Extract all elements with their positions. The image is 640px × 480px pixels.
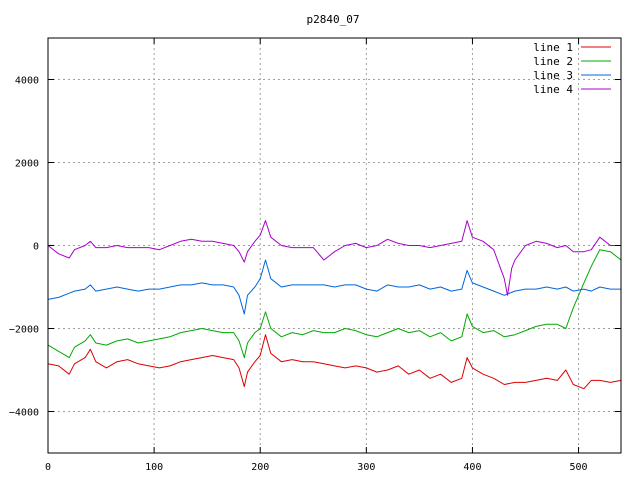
- y-tick-label: −2000: [9, 325, 39, 336]
- y-tick-label: 0: [33, 242, 39, 253]
- legend-label-line-3: line 3: [533, 69, 573, 82]
- y-tick-label: −4000: [9, 408, 39, 419]
- grid: [48, 38, 621, 453]
- series-line-2: [47, 249, 622, 359]
- series-line-3: [47, 259, 621, 315]
- x-tick-label: 100: [145, 462, 163, 473]
- x-tick-label: 400: [463, 462, 481, 473]
- chart-title: p2840_07: [307, 13, 360, 26]
- y-tick-label: 2000: [15, 159, 39, 170]
- legend-label-line-1: line 1: [533, 41, 573, 54]
- legend-label-line-2: line 2: [533, 55, 573, 68]
- series-line-1: [47, 334, 622, 390]
- axis-ticks: 0 100 200 300 400 500 −4000 −2000 0 2000 4000: [9, 38, 621, 473]
- series-line-4: [47, 220, 621, 296]
- x-tick-label: 500: [570, 462, 588, 473]
- x-tick-label: 200: [251, 462, 269, 473]
- legend-label-line-4: line 4: [533, 83, 573, 96]
- series-lines: [47, 220, 622, 390]
- x-tick-label: 0: [45, 462, 51, 473]
- x-tick-label: 300: [357, 462, 375, 473]
- y-tick-label: 4000: [15, 76, 39, 87]
